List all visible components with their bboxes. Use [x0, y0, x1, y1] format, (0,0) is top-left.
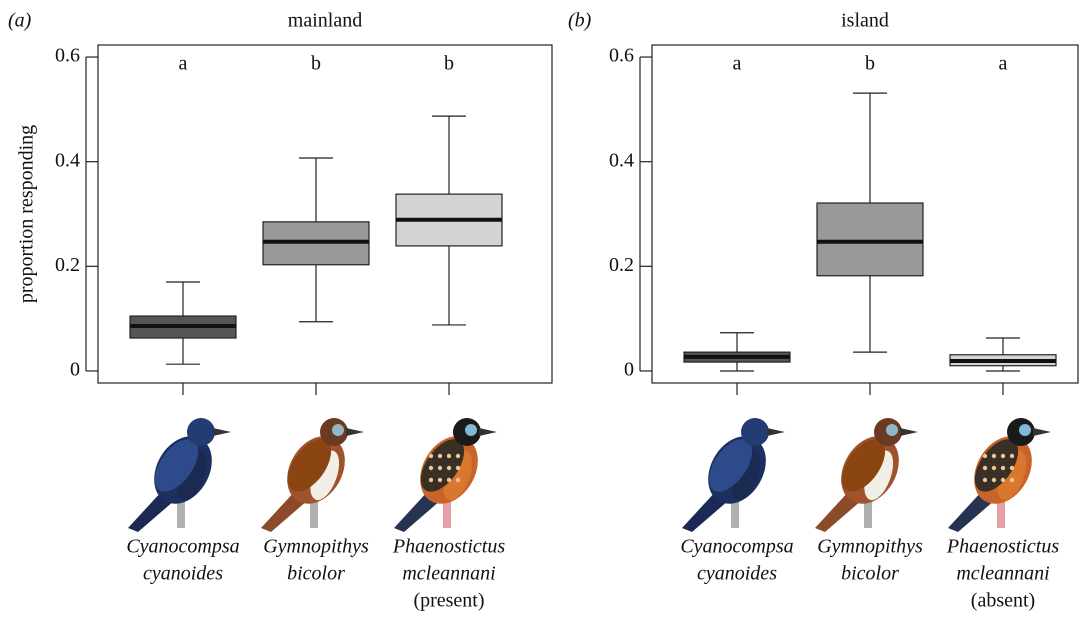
y-tick-label: 0.6: [55, 45, 80, 67]
bird-spot: [983, 478, 987, 482]
group-letter: a: [733, 53, 742, 75]
bird-spot: [1010, 478, 1014, 482]
bird-spot: [447, 478, 451, 482]
bird-face: [886, 424, 898, 436]
y-tick-label: 0: [624, 359, 634, 381]
bird-illustration: [128, 418, 231, 532]
bird-head: [741, 418, 769, 446]
bird-illustration: [394, 418, 497, 532]
y-tick-label: 0.6: [609, 45, 634, 67]
bird-head: [187, 418, 215, 446]
box: [817, 203, 923, 276]
y-tick-label: 0.4: [609, 149, 634, 171]
bird-spot: [1010, 454, 1014, 458]
bird-illustration: [815, 418, 918, 532]
bird-spot: [1001, 454, 1005, 458]
category-label: Gymnopithys: [817, 536, 923, 558]
bird-spot: [429, 466, 433, 470]
bird-spot: [983, 454, 987, 458]
panel-label: (a): [8, 10, 32, 32]
figure: (a) mainland proportion responding 0 0.2 0.4 0…: [0, 0, 1083, 618]
category-label: bicolor: [841, 563, 899, 585]
category-label: cyanoides: [143, 563, 223, 585]
bird-spot: [992, 466, 996, 470]
bird-spot: [456, 454, 460, 458]
bird-spot: [456, 478, 460, 482]
bird-spot: [438, 478, 442, 482]
page: {"chart_data": [ {"type": "box", "panel_…: [0, 0, 1083, 618]
y-axis-label: proportion responding: [16, 125, 38, 303]
group-letter: b: [311, 53, 321, 75]
category-label: mcleannani: [402, 563, 495, 585]
category-label: Phaenostictus: [392, 536, 505, 558]
bird-beak: [213, 428, 231, 436]
bird-illustration: [948, 418, 1051, 532]
bird-spot: [447, 466, 451, 470]
category-label: mcleannani: [956, 563, 1049, 585]
bird-spot: [456, 466, 460, 470]
category-label: bicolor: [287, 563, 345, 585]
category-label: Cyanocompsa: [126, 536, 239, 558]
chart-title: mainland: [288, 10, 362, 32]
bird-illustration: [682, 418, 785, 532]
group-letter: b: [865, 53, 875, 75]
bird-spot: [438, 466, 442, 470]
bird-spot: [438, 454, 442, 458]
bird-face: [465, 424, 477, 436]
category-label: Gymnopithys: [263, 536, 369, 558]
bird-spot: [429, 478, 433, 482]
bird-beak: [479, 428, 497, 436]
category-label: (present): [413, 590, 484, 612]
y-tick-label: 0.4: [55, 149, 80, 171]
bird-face: [332, 424, 344, 436]
bird-spot: [992, 478, 996, 482]
bird-spot: [983, 466, 987, 470]
y-tick-label: 0: [70, 359, 80, 381]
bird-spot: [1001, 478, 1005, 482]
chart-title: island: [841, 10, 889, 32]
bird-illustration: [261, 418, 364, 532]
bird-beak: [767, 428, 785, 436]
y-tick-label: 0.2: [55, 254, 80, 276]
category-label: cyanoides: [697, 563, 777, 585]
group-letter: b: [444, 53, 454, 75]
bird-spot: [1010, 466, 1014, 470]
bird-beak: [346, 428, 364, 436]
bird-spot: [992, 454, 996, 458]
category-label: Phaenostictus: [946, 536, 1059, 558]
category-label: (absent): [971, 590, 1035, 612]
bird-spot: [447, 454, 451, 458]
group-letter: a: [179, 53, 188, 75]
bird-spot: [429, 454, 433, 458]
category-label: Cyanocompsa: [680, 536, 793, 558]
y-tick-label: 0.2: [609, 254, 634, 276]
bird-beak: [900, 428, 918, 436]
bird-beak: [1033, 428, 1051, 436]
panel-label: (b): [568, 10, 592, 32]
bird-face: [1019, 424, 1031, 436]
group-letter: a: [999, 53, 1008, 75]
bird-spot: [1001, 466, 1005, 470]
